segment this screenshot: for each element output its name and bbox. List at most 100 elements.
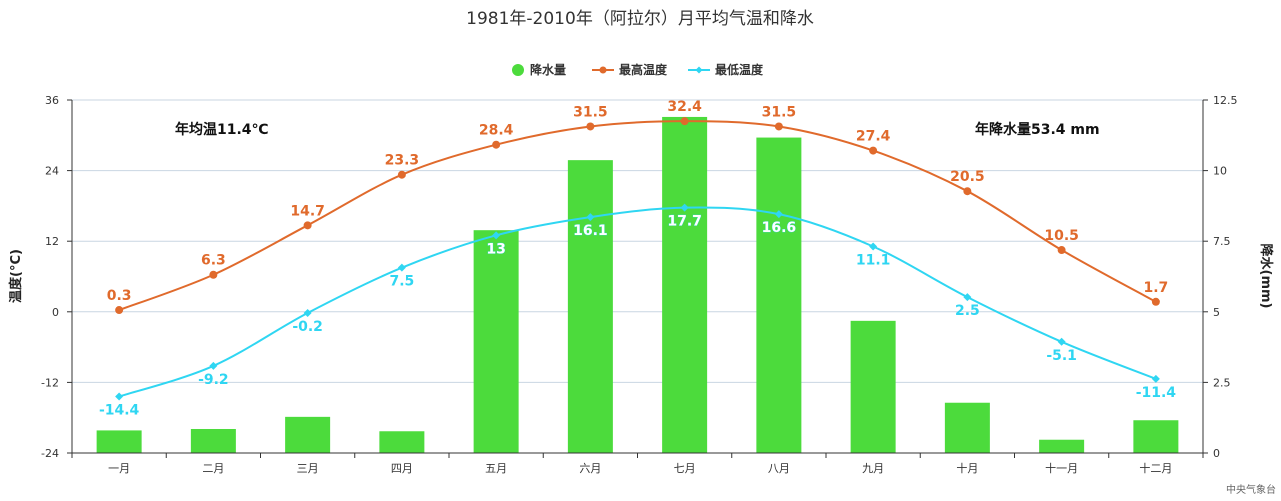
legend-high-label: 最高温度	[619, 62, 668, 77]
low-temp-label: 16.1	[573, 223, 608, 239]
precip-bar	[1133, 420, 1179, 453]
low-temp-point	[115, 392, 124, 401]
precip-bar	[285, 416, 331, 453]
data-labels: 0.3 6.3 14.7 23.3 28.4 31.5 32.4 31.5 27.4 20.5 10…	[99, 99, 1176, 418]
low-temp-label: -9.2	[198, 372, 229, 388]
high-temp-label: 31.5	[573, 104, 608, 120]
legend-high-marker	[599, 66, 607, 74]
low-temp-point	[869, 242, 878, 251]
right-tick-label: 0	[1213, 447, 1220, 460]
high-temp-point	[115, 306, 124, 315]
high-temp-label: 10.5	[1044, 228, 1079, 244]
low-temp-point	[1057, 337, 1066, 346]
low-temp-point	[492, 231, 501, 240]
high-temp-point	[1151, 297, 1160, 306]
legend-item-high[interactable]: 最高温度	[592, 62, 668, 77]
low-temp-point	[209, 361, 218, 370]
x-tick-label: 十月	[956, 461, 978, 475]
high-temp-point	[680, 117, 689, 126]
high-temp-point	[209, 270, 218, 279]
temperature-lines	[115, 117, 1160, 401]
high-temp-point	[869, 146, 878, 155]
left-tick-label: 0	[52, 306, 59, 319]
left-axis-title: 温度(°C)	[8, 249, 24, 303]
low-temp-line	[118, 206, 1157, 398]
x-tick-label: 八月	[768, 462, 790, 475]
high-temp-label: 32.4	[667, 99, 702, 115]
high-temp-label: 20.5	[950, 169, 985, 185]
high-temp-label: 23.3	[385, 153, 420, 169]
right-tick-label: 10	[1213, 165, 1227, 178]
x-tick-label: 七月	[674, 462, 696, 475]
high-temp-line	[118, 120, 1157, 311]
low-temp-point	[586, 213, 595, 222]
annual-temp-annotation: 年均温11.4℃	[175, 121, 269, 138]
right-tick-label: 5	[1213, 306, 1220, 319]
legend-precip-marker	[512, 64, 524, 76]
precip-bar	[756, 137, 802, 453]
x-tick-label: 四月	[391, 462, 413, 475]
low-temp-label: -5.1	[1046, 348, 1077, 364]
high-temp-point	[1057, 246, 1066, 255]
right-axis-ticks: 0 2.5 5 7.5 10 12.5	[1202, 94, 1238, 460]
right-axis-title: 降水(mm)	[1258, 244, 1274, 309]
high-temp-label: 31.5	[762, 104, 797, 120]
high-temp-label: 14.7	[290, 203, 325, 219]
x-axis: 一月 二月 三月 四月 五月 六月 七月 八月 九月 十月 十一月 十二月	[71, 452, 1204, 475]
legend-item-low[interactable]: 最低温度	[688, 62, 764, 77]
precip-bar	[190, 428, 236, 453]
low-temp-point	[303, 308, 312, 317]
low-temp-label: 17.7	[667, 214, 702, 230]
low-temp-point	[680, 203, 689, 212]
low-temp-point	[963, 293, 972, 302]
precip-bar	[567, 160, 613, 454]
legend-precip-label: 降水量	[530, 62, 566, 77]
low-temp-label: -0.2	[292, 319, 323, 335]
legend: 降水量 最高温度 最低温度	[512, 62, 764, 77]
x-tick-label: 十一月	[1045, 461, 1078, 475]
precip-bar	[379, 431, 425, 453]
low-temp-point	[397, 263, 406, 272]
annual-precip-annotation: 年降水量53.4 mm	[975, 121, 1100, 138]
high-temp-label: 6.3	[201, 253, 226, 269]
precip-bar	[1039, 439, 1085, 453]
right-tick-label: 2.5	[1213, 376, 1231, 389]
low-temp-label: 2.5	[955, 303, 980, 319]
high-temp-point	[492, 140, 501, 149]
gridlines	[72, 99, 1203, 454]
precip-bar	[944, 402, 990, 453]
chart-title: 1981年-2010年（阿拉尔）月平均气温和降水	[466, 9, 814, 29]
x-tick-label: 三月	[297, 462, 319, 475]
low-temp-label: 11.1	[856, 252, 891, 268]
low-temp-label: 16.6	[762, 220, 797, 236]
left-tick-label: 24	[45, 165, 59, 178]
high-temp-point	[303, 221, 312, 230]
high-temp-point	[586, 122, 595, 131]
high-temp-label: 28.4	[479, 123, 514, 139]
high-temp-point	[397, 170, 406, 179]
high-temp-point	[963, 187, 972, 196]
x-tick-label: 九月	[862, 462, 884, 475]
credit-text[interactable]: 中央气象台	[1226, 483, 1276, 496]
right-tick-label: 7.5	[1213, 235, 1231, 248]
low-temp-label: 13	[486, 241, 505, 257]
high-temp-label: 0.3	[107, 288, 132, 304]
legend-item-precip[interactable]: 降水量	[512, 62, 566, 77]
high-temp-label: 1.7	[1143, 280, 1168, 296]
precip-bar	[662, 116, 708, 453]
left-tick-label: 12	[45, 235, 59, 248]
left-tick-label: -24	[41, 447, 59, 460]
high-temp-point	[774, 122, 783, 131]
x-tick-label: 十二月	[1139, 461, 1172, 475]
legend-low-marker	[695, 66, 703, 74]
low-temp-label: -11.4	[1136, 385, 1177, 401]
right-tick-label: 12.5	[1213, 94, 1238, 107]
low-temp-label: -14.4	[99, 403, 140, 419]
legend-low-label: 最低温度	[715, 62, 764, 77]
x-tick-label: 六月	[579, 462, 601, 475]
high-temp-label: 27.4	[856, 129, 891, 145]
low-temp-point	[1151, 374, 1160, 383]
left-tick-label: -12	[41, 376, 59, 389]
